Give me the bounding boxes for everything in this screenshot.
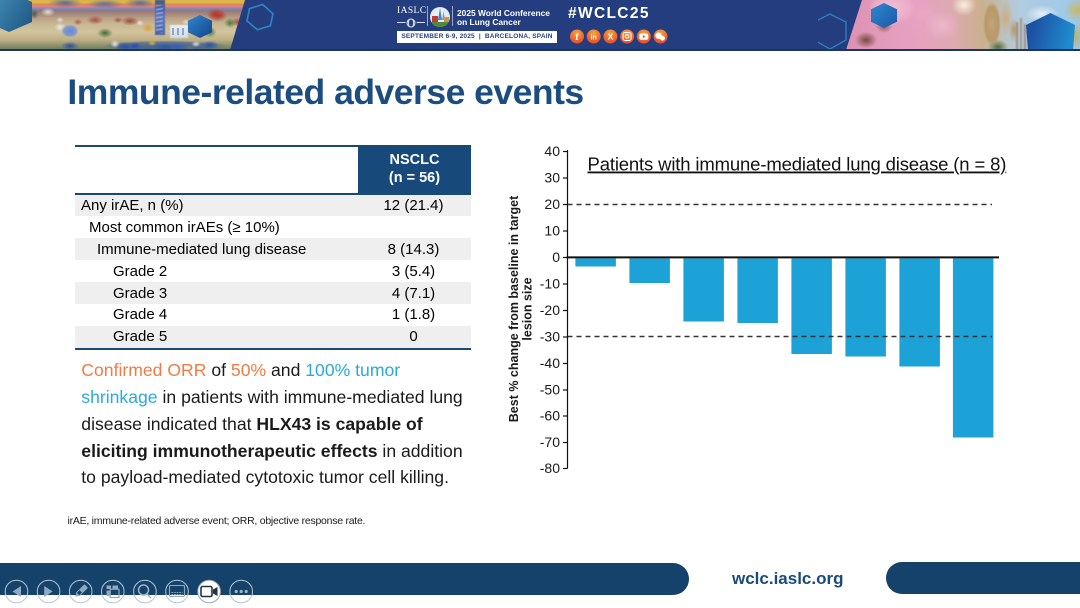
svg-text:-80: -80: [540, 460, 560, 476]
svg-text:lesion size: lesion size: [521, 277, 535, 340]
svg-text:-20: -20: [540, 302, 560, 318]
svg-text:-70: -70: [540, 434, 560, 450]
svg-text:Patients with immune-mediated: Patients with immune-mediated lung disea…: [588, 154, 1007, 175]
svg-text:-30: -30: [540, 329, 560, 345]
svg-text:-60: -60: [540, 408, 560, 424]
svg-text:20: 20: [544, 196, 560, 212]
svg-text:10: 10: [544, 223, 560, 239]
svg-text:-40: -40: [540, 355, 560, 371]
svg-text:40: 40: [544, 143, 560, 159]
svg-text:X: X: [608, 31, 614, 41]
svg-text:Best % change from baseline in: Best % change from baseline in target: [507, 195, 521, 422]
svg-text:in: in: [591, 34, 597, 41]
svg-text:-10: -10: [540, 276, 560, 292]
svg-text:-50: -50: [540, 382, 560, 398]
svg-text:0: 0: [552, 249, 560, 265]
svg-text:30: 30: [544, 170, 560, 186]
svg-text:f: f: [575, 33, 579, 43]
